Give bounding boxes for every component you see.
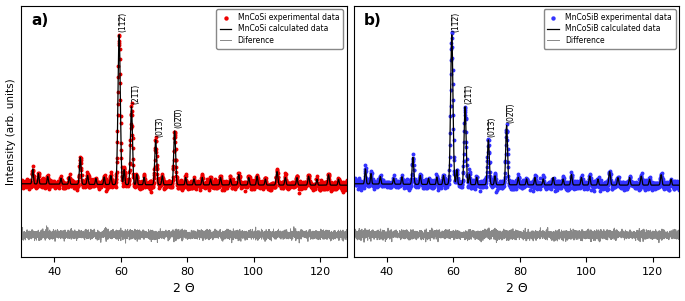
MnCoSiB calculated data — [675, 183, 684, 187]
MnCoSi calculated data — [342, 183, 351, 187]
Text: b): b) — [364, 13, 382, 28]
X-axis label: 2 Θ: 2 Θ — [173, 282, 195, 296]
MnCoSiB experimental data — [447, 31, 456, 34]
MnCoSi calculated data — [76, 156, 84, 159]
MnCoSiB experimental data — [454, 179, 462, 183]
MnCoSi experimental data — [130, 181, 138, 185]
MnCoSi calculated data — [142, 183, 150, 186]
Difference — [409, 230, 417, 234]
MnCoSi experimental data — [115, 33, 123, 36]
Difference — [655, 241, 663, 244]
Difference — [349, 232, 358, 236]
MnCoSiB experimental data — [582, 182, 590, 185]
MnCoSi experimental data — [17, 182, 25, 186]
Legend: MnCoSi experimental data, MnCoSi calculated data, Diference: MnCoSi experimental data, MnCoSi calcula… — [216, 9, 343, 48]
MnCoSiB calculated data — [562, 183, 570, 187]
MnCoSi calculated data — [229, 183, 237, 187]
MnCoSiB experimental data — [506, 181, 514, 185]
MnCoSi calculated data — [212, 183, 221, 187]
X-axis label: 2 Θ: 2 Θ — [506, 282, 527, 296]
Difference — [545, 231, 553, 235]
Text: (112): (112) — [451, 11, 460, 32]
MnCoSiB calculated data — [474, 183, 482, 186]
Line: MnCoSi calculated data: MnCoSi calculated data — [21, 35, 347, 185]
MnCoSi calculated data — [17, 182, 25, 186]
Difference — [617, 234, 625, 237]
Difference — [675, 231, 684, 235]
Diference — [121, 241, 129, 245]
Line: Difference: Difference — [353, 228, 680, 243]
Diference — [229, 233, 237, 236]
MnCoSi calculated data — [285, 183, 293, 187]
MnCoSiB calculated data — [409, 156, 417, 159]
MnCoSi calculated data — [260, 182, 269, 186]
Difference — [562, 233, 570, 237]
Diference — [260, 231, 269, 234]
Difference — [474, 237, 482, 241]
MnCoSi experimental data — [121, 174, 129, 178]
Diference — [212, 232, 221, 235]
MnCoSiB experimental data — [493, 190, 501, 194]
Text: (013): (013) — [155, 116, 164, 137]
Line: MnCoSiB experimental data: MnCoSiB experimental data — [353, 31, 681, 193]
Text: (020): (020) — [174, 107, 183, 128]
MnCoSiB calculated data — [593, 182, 601, 186]
MnCoSiB experimental data — [549, 179, 558, 183]
MnCoSi experimental data — [249, 185, 257, 188]
Text: a): a) — [31, 13, 48, 28]
Diference — [342, 238, 351, 241]
MnCoSi experimental data — [342, 180, 351, 184]
Y-axis label: Intensity (arb. units): Intensity (arb. units) — [5, 78, 16, 185]
MnCoSiB calculated data — [545, 183, 553, 187]
MnCoSiB experimental data — [675, 186, 684, 190]
Legend: MnCoSiB experimental data, MnCoSiB calculated data, Difference: MnCoSiB experimental data, MnCoSiB calcu… — [544, 9, 675, 48]
Text: (020): (020) — [506, 102, 515, 123]
Line: Diference: Diference — [21, 226, 347, 243]
MnCoSi experimental data — [224, 180, 232, 184]
MnCoSiB experimental data — [462, 163, 471, 167]
MnCoSiB calculated data — [448, 33, 456, 37]
Text: (013): (013) — [488, 116, 497, 137]
Text: (211): (211) — [131, 84, 140, 104]
Text: (112): (112) — [119, 11, 127, 32]
Line: MnCoSi experimental data: MnCoSi experimental data — [20, 33, 348, 194]
Diference — [285, 231, 293, 235]
Line: MnCoSiB calculated data: MnCoSiB calculated data — [353, 35, 680, 185]
MnCoSiB calculated data — [349, 182, 358, 186]
MnCoSiB experimental data — [557, 180, 565, 184]
MnCoSi calculated data — [115, 33, 123, 37]
MnCoSi experimental data — [216, 176, 225, 179]
MnCoSi experimental data — [173, 181, 182, 185]
Diference — [76, 232, 84, 236]
MnCoSi experimental data — [295, 191, 303, 195]
Difference — [544, 226, 552, 229]
Difference — [593, 229, 601, 233]
Diference — [42, 224, 51, 228]
Diference — [17, 233, 25, 237]
MnCoSiB experimental data — [349, 181, 358, 185]
Text: (211): (211) — [464, 83, 473, 104]
Diference — [142, 231, 150, 234]
MnCoSiB calculated data — [617, 183, 625, 187]
